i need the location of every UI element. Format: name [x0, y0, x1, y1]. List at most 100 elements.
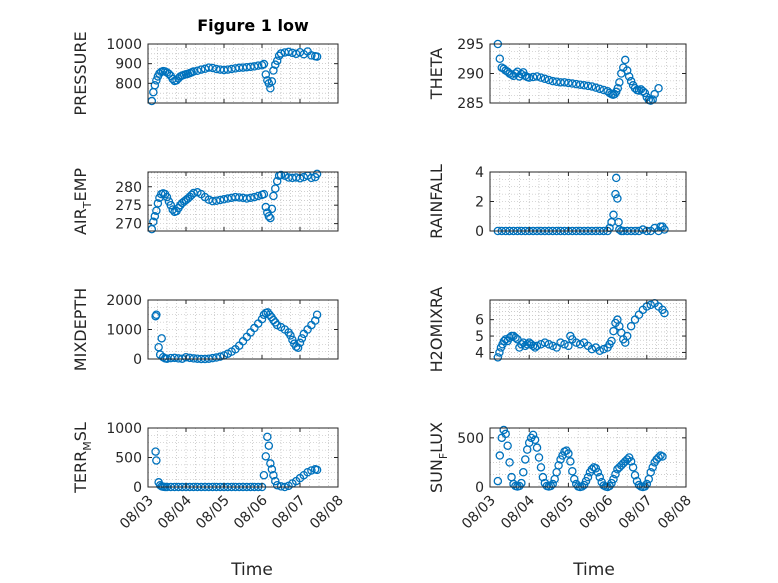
- data-point: [593, 467, 603, 477]
- subplot-sun_flux: 0 500 08/03 08/04 08/05 08/06 08/07 08/08 SUNFLU…: [427, 422, 695, 532]
- data-point: [540, 338, 550, 347]
- data-point: [505, 333, 514, 342]
- axes-box: [489, 299, 687, 360]
- x-tick-label: 08/06: [231, 492, 271, 532]
- data-point: [223, 194, 233, 203]
- y-tick-label: 280: [115, 180, 142, 196]
- data-point: [166, 200, 176, 210]
- data-point: [253, 61, 263, 70]
- data-point: [650, 89, 659, 99]
- y-axis-label: THETA: [427, 48, 446, 100]
- y-tick-label: 295: [457, 37, 484, 53]
- data-point: [208, 353, 217, 363]
- data-point: [517, 339, 526, 349]
- data-point: [556, 78, 565, 87]
- data-point: [548, 341, 557, 351]
- data-point: [571, 79, 581, 89]
- data-point: [196, 65, 206, 74]
- data-point: [267, 204, 277, 214]
- data-point: [648, 463, 657, 472]
- data-point: [575, 339, 585, 349]
- subplot-rainfall: 0 2 4 RAINFALL: [427, 164, 687, 240]
- y-tick-label: 4: [475, 345, 484, 361]
- data-point: [505, 458, 514, 467]
- data-point: [297, 334, 307, 343]
- data-point: [151, 447, 160, 456]
- data-point: [660, 308, 669, 318]
- data-point: [259, 470, 269, 480]
- data-point: [632, 476, 642, 486]
- data-point: [548, 76, 557, 86]
- data-point: [253, 191, 263, 201]
- data-point: [530, 435, 540, 445]
- data-point: [271, 60, 280, 69]
- data-point: [312, 465, 322, 475]
- y-tick-label: 0: [133, 352, 142, 368]
- data-point: [522, 339, 532, 349]
- y-tick-label: 800: [115, 76, 142, 92]
- x-tick-label: 08/08: [307, 493, 347, 533]
- data-point: [519, 467, 528, 477]
- x-tick-label: 08/03: [117, 493, 157, 533]
- data-point: [646, 300, 655, 310]
- data-point: [189, 67, 198, 76]
- data-point: [267, 77, 277, 86]
- data-point: [153, 199, 163, 208]
- data-point: [544, 75, 554, 85]
- y-tick-label: 270: [115, 217, 142, 233]
- data-point: [568, 467, 577, 476]
- data-point: [266, 459, 275, 468]
- data-point: [620, 55, 630, 65]
- data-point: [626, 321, 636, 331]
- data-point: [552, 77, 561, 87]
- data-point: [264, 441, 274, 450]
- data-point: [570, 474, 579, 484]
- data-point: [257, 60, 267, 70]
- data-point: [628, 463, 638, 472]
- data-point: [219, 195, 229, 204]
- data-point: [579, 81, 589, 90]
- y-tick-label: 285: [457, 96, 484, 112]
- y-tick-label: 900: [115, 57, 142, 73]
- data-point: [595, 84, 605, 94]
- data-point: [152, 310, 161, 319]
- data-point: [499, 425, 508, 435]
- data-point: [575, 80, 585, 89]
- data-point: [560, 339, 569, 349]
- x-tick-label: 08/08: [655, 493, 695, 533]
- y-axis-label: SUNFLUX: [427, 422, 450, 493]
- y-axis-label: RAINFALL: [427, 164, 446, 239]
- x-tick-label: 08/07: [269, 493, 309, 533]
- data-point: [613, 84, 623, 93]
- data-point: [261, 452, 271, 461]
- data-point: [546, 481, 556, 491]
- data-point: [638, 86, 648, 96]
- y-tick-label: 500: [457, 431, 484, 447]
- data-point: [615, 225, 624, 234]
- y-tick-label: 500: [115, 451, 142, 467]
- data-point: [609, 326, 618, 336]
- data-point: [493, 476, 503, 486]
- data-point: [583, 81, 593, 91]
- data-point: [568, 79, 577, 88]
- data-point: [269, 470, 278, 480]
- data-point: [168, 205, 177, 214]
- y-tick-label: 4: [475, 165, 484, 181]
- data-point: [583, 472, 593, 482]
- y-axis-label: PRESSURE: [71, 31, 90, 115]
- data-point: [528, 341, 538, 351]
- data-point: [626, 457, 636, 466]
- data-point: [259, 189, 269, 199]
- data-point: [272, 56, 282, 65]
- data-point: [587, 344, 597, 354]
- data-point: [532, 72, 542, 81]
- data-point: [307, 466, 316, 475]
- data-point: [646, 467, 655, 477]
- subplot-pressure: 800 900 1000 PRESSURE: [71, 31, 339, 116]
- data-point: [521, 455, 530, 464]
- data-point: [587, 82, 597, 91]
- data-point: [579, 480, 589, 490]
- data-point: [607, 336, 616, 346]
- y-tick-label: 5: [475, 329, 484, 345]
